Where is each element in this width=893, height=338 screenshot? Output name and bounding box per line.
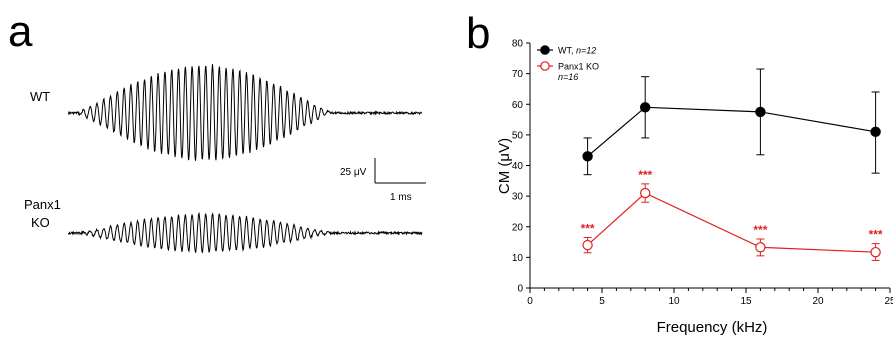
ko-data-point bbox=[755, 242, 766, 253]
legend-ko-label: Panx1 KO bbox=[558, 62, 599, 72]
significance-annotation: *** bbox=[638, 168, 652, 182]
wt-trace-label: WT bbox=[30, 89, 50, 104]
panel-a-letter: a bbox=[8, 7, 33, 56]
legend-ko-n-label: n=16 bbox=[558, 72, 578, 82]
y-tick-label: 40 bbox=[512, 161, 524, 172]
wt-trace bbox=[67, 64, 423, 161]
scale-bar: 25 μV 1 ms bbox=[340, 158, 426, 203]
wt-series-line bbox=[587, 106, 876, 157]
ko-data-point bbox=[870, 246, 881, 258]
y-tick-label: 80 bbox=[512, 39, 524, 50]
y-tick-label: 30 bbox=[512, 192, 524, 203]
ko-trace-label-line2: KO bbox=[31, 215, 50, 230]
wt-data-point bbox=[582, 151, 593, 162]
y-tick-label: 60 bbox=[512, 100, 524, 111]
x-tick-label: 5 bbox=[599, 296, 605, 307]
ko-data-point bbox=[582, 239, 593, 251]
x-tick-label: 10 bbox=[668, 296, 680, 307]
x-tick-label: 25 bbox=[884, 296, 893, 307]
y-tick-label: 20 bbox=[512, 222, 524, 233]
legend-ko-marker bbox=[540, 61, 550, 71]
scale-bar-voltage-label: 25 μV bbox=[340, 167, 367, 178]
wt-data-point bbox=[870, 126, 881, 138]
y-tick-label: 70 bbox=[512, 69, 524, 80]
y-tick-label: 10 bbox=[512, 253, 524, 264]
x-axis-title: Frequency (kHz) bbox=[657, 319, 768, 336]
x-tick-label: 0 bbox=[527, 296, 533, 307]
scale-bar-time-label: 1 ms bbox=[390, 192, 412, 203]
y-tick-label: 0 bbox=[517, 284, 523, 295]
ko-trace bbox=[67, 211, 423, 254]
cm-frequency-chart: 0 10 20 30 40 50 60 70 80 0 5 10 15 20 25 *** *** *** *** W… bbox=[512, 39, 893, 308]
y-tick-label: 50 bbox=[512, 130, 524, 141]
wt-data-point bbox=[755, 106, 766, 118]
ko-data-point bbox=[640, 187, 651, 199]
significance-annotation: *** bbox=[581, 221, 595, 235]
significance-annotation: *** bbox=[753, 223, 767, 237]
significance-annotation: *** bbox=[869, 228, 883, 242]
ko-series-line bbox=[587, 192, 876, 253]
panel-b-letter: b bbox=[466, 9, 490, 58]
wt-data-point bbox=[640, 102, 651, 113]
x-tick-label: 20 bbox=[812, 296, 824, 307]
legend-wt-label: WT, n=12 bbox=[558, 46, 596, 56]
y-axis-title: CM (μV) bbox=[496, 138, 513, 194]
panel-b: b 0 10 20 30 40 50 60 70 80 0 5 10 15 20 25 *** *** *** **… bbox=[466, 9, 893, 336]
panel-a: a WT Panx1 KO 25 μV 1 ms bbox=[8, 7, 426, 254]
legend-wt-marker bbox=[540, 45, 550, 55]
ko-trace-label-line1: Panx1 bbox=[24, 197, 61, 212]
x-tick-label: 15 bbox=[740, 296, 752, 307]
